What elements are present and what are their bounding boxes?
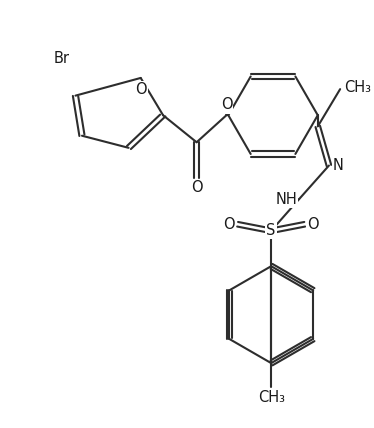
Text: O: O [135, 82, 147, 97]
Text: O: O [307, 217, 319, 232]
Text: S: S [267, 223, 276, 238]
Text: O: O [223, 217, 235, 232]
Text: O: O [221, 98, 232, 113]
Text: O: O [191, 181, 202, 196]
Text: NH: NH [276, 192, 297, 207]
Text: Br: Br [54, 51, 70, 66]
Text: CH₃: CH₃ [344, 80, 371, 95]
Text: CH₃: CH₃ [258, 390, 285, 405]
Text: N: N [333, 158, 344, 173]
